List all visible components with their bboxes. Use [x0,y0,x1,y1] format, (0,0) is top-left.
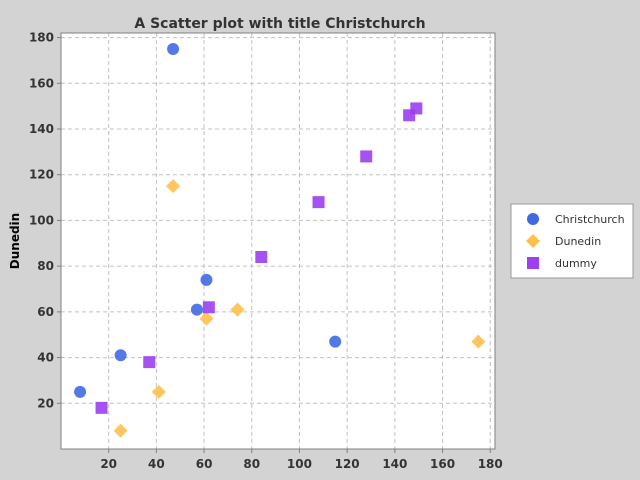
y-tick-label: 80 [37,259,54,273]
y-axis-label: Dunedin [8,213,22,269]
dummy-point [255,251,268,263]
dunedin-point [151,384,166,399]
christchurch-point [190,303,203,316]
y-tick-label: 180 [29,31,54,45]
y-tick-label: 60 [37,305,54,319]
legend-marker-christchurch [527,213,539,225]
y-tick-label: 100 [29,213,54,227]
x-tick-label: 180 [478,457,503,471]
dummy-point [312,196,325,209]
dummy-point [95,401,108,414]
dummy-point [143,356,156,369]
y-tick-label: 160 [29,76,54,90]
dummy-point [360,150,373,163]
x-tick-label: 80 [243,457,260,471]
y-tick-label: 20 [37,396,54,410]
dunedin-point [199,311,214,326]
christchurch-point [167,43,180,55]
christchurch-point [74,385,87,398]
legend-marker-dunedin [526,234,540,248]
dummy-point [410,102,423,115]
x-tick-label: 20 [100,457,117,471]
dunedin-point [166,179,181,194]
legend-label-christchurch: Christchurch [555,213,625,226]
legend: Christchurch Dunedin dummy [510,203,634,279]
tick-labels: 20 40 60 80 100 120 140 160 180 20 40 60 80 100 120 140… [29,31,503,471]
x-tick-label: 120 [335,457,360,471]
axes [57,32,496,453]
y-tick-label: 40 [37,351,54,365]
y-tick-label: 120 [29,168,54,182]
legend-label-dunedin: Dunedin [555,235,601,248]
y-tick-label: 140 [29,122,54,136]
grid [61,33,495,449]
x-tick-label: 40 [148,457,165,471]
data-points [74,43,486,438]
chart-title: A Scatter plot with title Christchurch [134,16,425,32]
plot-area [61,33,495,449]
plot-border [60,32,496,450]
dunedin-point [471,334,486,349]
dummy-point [202,301,215,314]
legend-items: Christchurch Dunedin dummy [526,213,625,270]
dunedin-point [113,423,128,438]
x-tick-label: 160 [430,457,455,471]
christchurch-point [200,273,213,286]
legend-label-dummy: dummy [555,257,597,270]
christchurch-point [329,335,342,348]
christchurch-point [114,349,127,362]
x-tick-label: 100 [287,457,312,471]
dunedin-point [230,302,245,317]
x-tick-label: 140 [382,457,407,471]
x-tick-label: 60 [196,457,213,471]
legend-marker-dummy [527,257,539,269]
